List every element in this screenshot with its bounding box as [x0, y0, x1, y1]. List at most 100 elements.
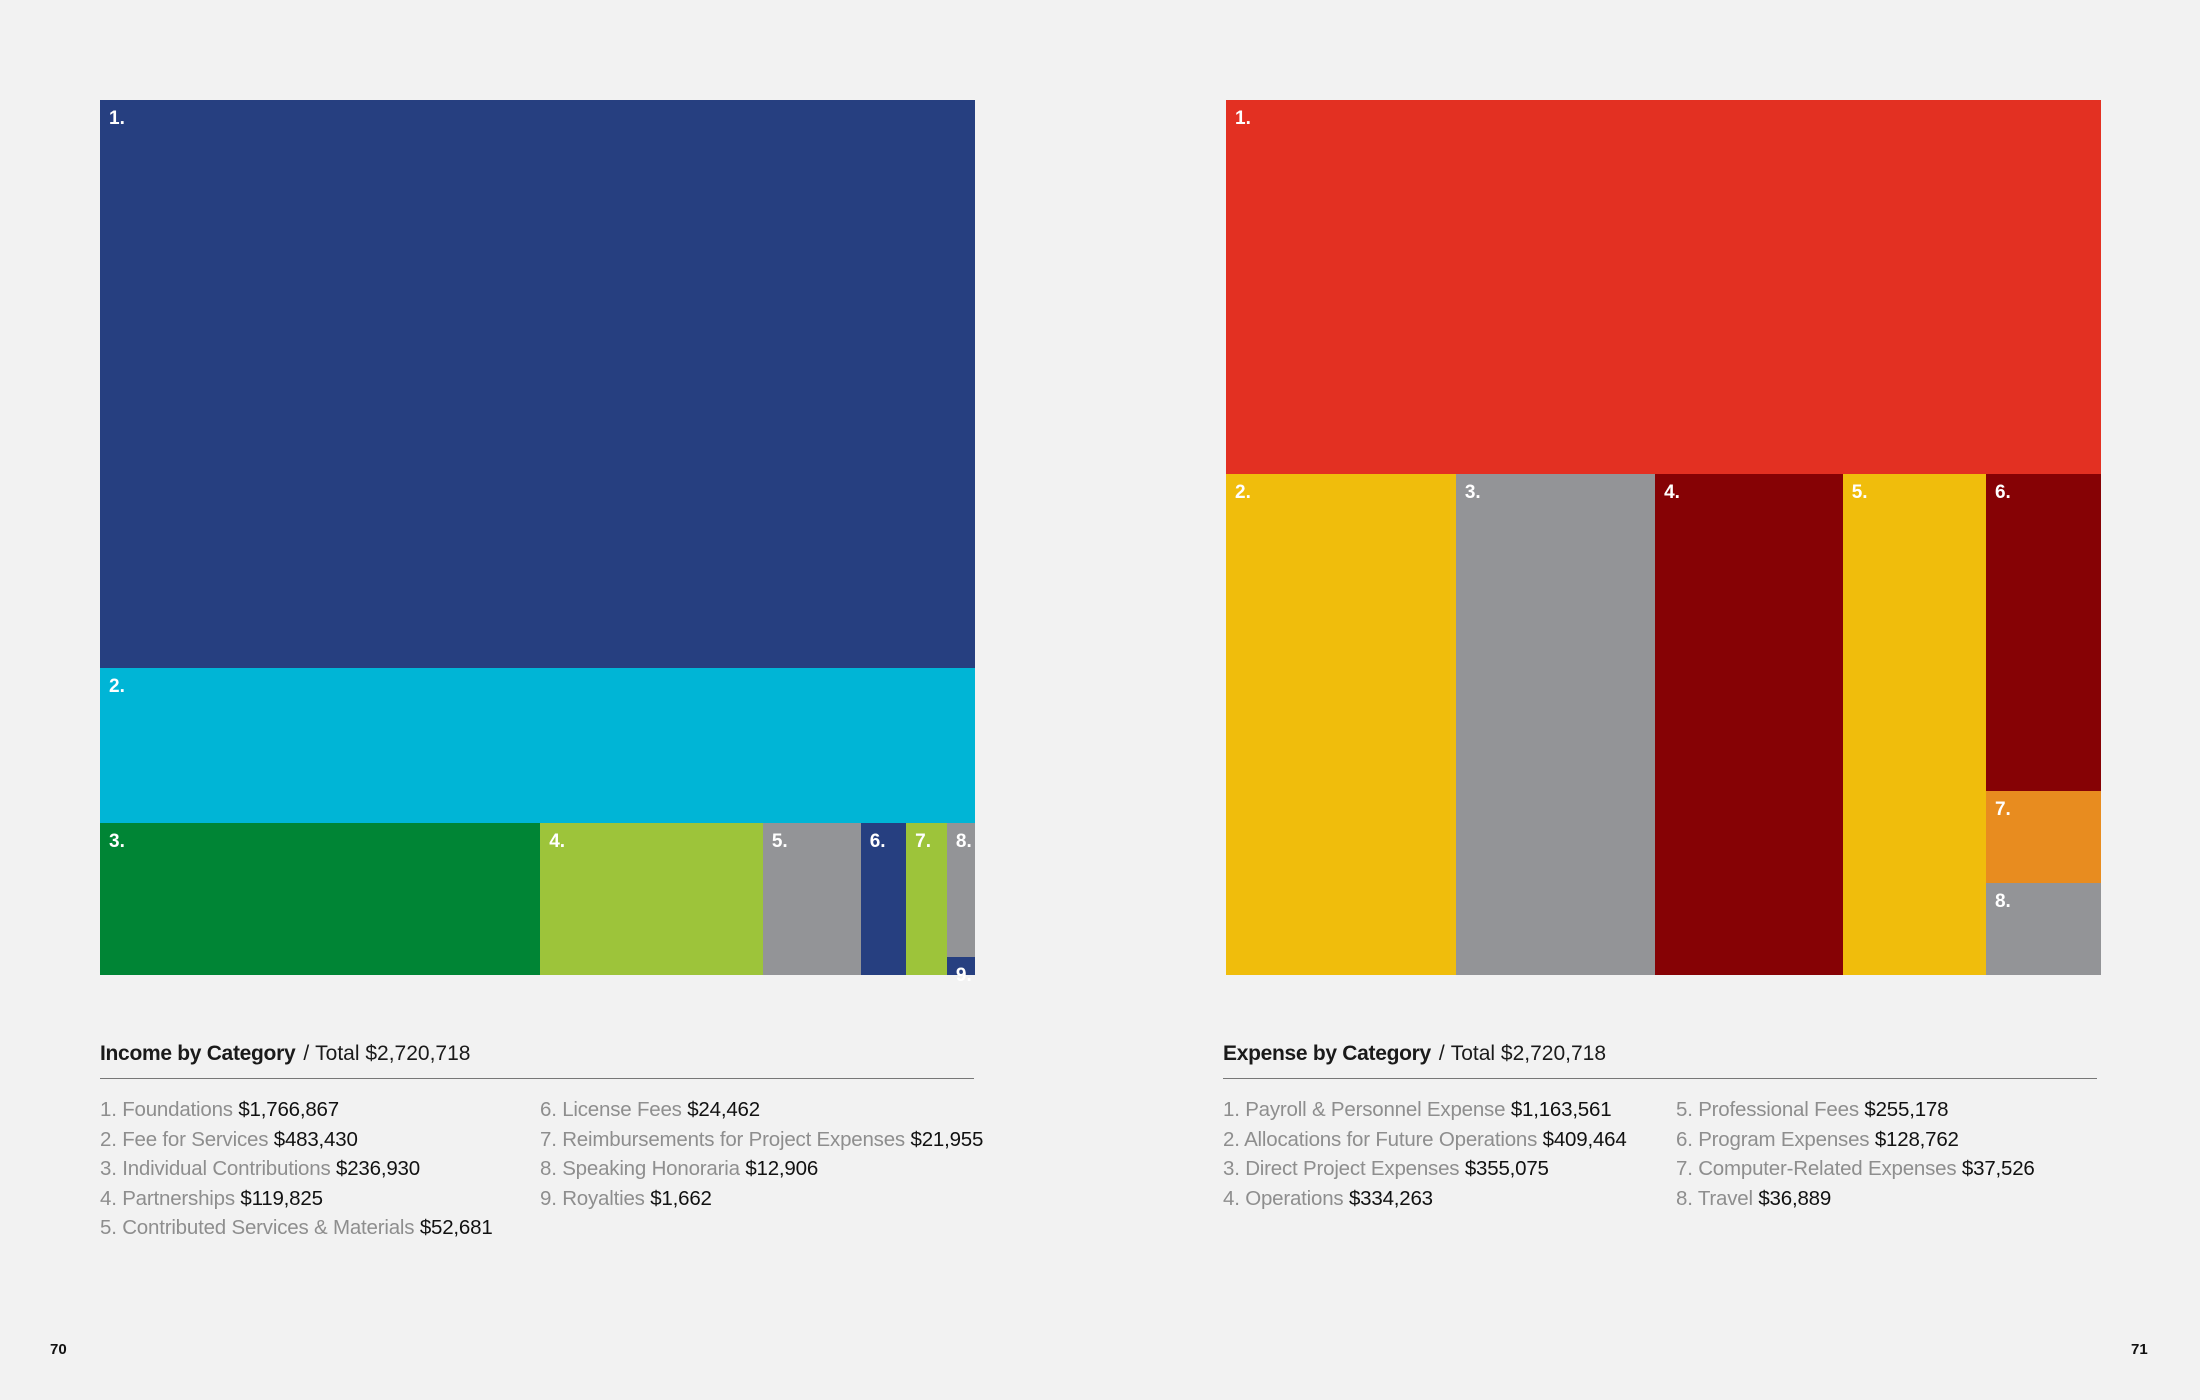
legend-item-number: 8.: [540, 1157, 557, 1180]
legend-item-value: $52,681: [419, 1216, 493, 1239]
tile-label: 9.: [955, 964, 972, 986]
tile-label: 3.: [109, 830, 125, 852]
legend-item-name: Reimbursements for Project Expenses: [562, 1127, 905, 1151]
legend-item: 8. Speaking Honoraria $12,906: [540, 1154, 983, 1184]
legend-item-number: 2.: [1223, 1127, 1240, 1151]
legend-item-value: $255,178: [1864, 1098, 1949, 1121]
legend-item-value: $12,906: [745, 1157, 819, 1180]
legend-item-number: 5.: [100, 1216, 117, 1239]
legend-item-name: Computer-Related Expenses: [1698, 1157, 1957, 1180]
legend-item: 8. Travel $36,889: [1676, 1184, 2035, 1214]
tile-label: 7.: [915, 830, 931, 852]
legend-item: 9. Royalties $1,662: [540, 1184, 983, 1214]
legend-item-value: $21,955: [910, 1127, 984, 1151]
tile-label: 4.: [1664, 481, 1680, 503]
legend-item: 6. License Fees $24,462: [540, 1095, 983, 1125]
tile-label: 6.: [869, 830, 886, 852]
legend-item-number: 9.: [540, 1186, 557, 1210]
legend-item-value: $409,464: [1542, 1127, 1627, 1151]
legend-item-name: License Fees: [562, 1098, 682, 1121]
tile-label: 2.: [109, 675, 125, 697]
legend-item-name: Allocations for Future Operations: [1244, 1127, 1538, 1151]
expense-title: Expense by Category: [1223, 1042, 1431, 1065]
expense-tile-7: 7.: [1985, 790, 2101, 884]
expense-tile-3: 3.: [1455, 473, 1656, 975]
legend-item: 5. Professional Fees $255,178: [1676, 1095, 2035, 1125]
legend-item-value: $355,075: [1464, 1157, 1549, 1180]
legend-item-value: $24,462: [687, 1098, 760, 1121]
income-tile-1: 1.: [100, 100, 975, 669]
legend-item-name: Payroll & Personnel Expense: [1245, 1098, 1506, 1121]
legend-item-number: 4.: [1223, 1186, 1240, 1210]
legend-item-value: $334,263: [1348, 1186, 1433, 1210]
legend-item: 6. Program Expenses $128,762: [1676, 1125, 2035, 1155]
legend-item-name: Operations: [1245, 1186, 1344, 1210]
legend-item-number: 1.: [100, 1098, 117, 1121]
legend-item: 1. Payroll & Personnel Expense $1,163,56…: [1223, 1095, 1627, 1125]
legend-item: 7. Computer-Related Expenses $37,526: [1676, 1154, 2035, 1184]
title-separator: /: [1438, 1042, 1445, 1065]
legend-item-number: 8.: [1676, 1186, 1693, 1210]
expense-tile-6: 6.: [1985, 473, 2101, 792]
tile-label: 1.: [1235, 108, 1251, 129]
legend-item-value: $119,825: [240, 1186, 323, 1210]
title-separator: /: [303, 1042, 310, 1065]
page-number-right: 71: [2131, 1341, 2148, 1358]
legend-item: 7. Reimbursements for Project Expenses $…: [540, 1125, 983, 1155]
legend-item-value: $236,930: [336, 1157, 420, 1180]
income-tile-7: 7.: [906, 822, 948, 975]
legend-item-value: $1,163,561: [1510, 1098, 1612, 1121]
legend-item-value: $36,889: [1758, 1186, 1832, 1210]
income-legend-col-2: 6. License Fees $24,462 7. Reimbursements…: [540, 1095, 983, 1213]
expense-tile-1: 1.: [1226, 100, 2101, 475]
legend-item: 2. Fee for Services $483,430: [100, 1125, 493, 1155]
legend-item: 3. Direct Project Expenses $355,075: [1223, 1154, 1627, 1184]
legend-item-number: 2.: [100, 1127, 117, 1151]
expense-legend-title: Expense by Category / Total $2,720,718: [1223, 1042, 2097, 1079]
legend-item-number: 6.: [1676, 1127, 1693, 1151]
legend-item: 4. Operations $334,263: [1223, 1184, 1627, 1214]
income-tile-8: 8.: [946, 822, 975, 958]
tile-label: 6.: [1994, 481, 2011, 503]
expense-total: Total $2,720,718: [1450, 1042, 1607, 1065]
legend-item-name: Professional Fees: [1698, 1098, 1859, 1121]
page-number-left: 70: [50, 1341, 67, 1358]
legend-item-name: Royalties: [562, 1186, 645, 1210]
legend-item: 2. Allocations for Future Operations $40…: [1223, 1125, 1627, 1155]
tile-label: 8.: [955, 830, 972, 852]
legend-item-value: $1,766,867: [238, 1098, 339, 1121]
expense-tile-5: 5.: [1842, 473, 1987, 975]
legend-item-number: 1.: [1223, 1098, 1240, 1121]
legend-item-name: Speaking Honoraria: [562, 1157, 740, 1180]
tile-label: 5.: [771, 830, 788, 852]
expense-treemap: 1. 2. 3. 4. 5. 6. 7. 8.: [1226, 100, 2101, 975]
income-tile-5: 5.: [762, 822, 862, 975]
tile-label: 7.: [1994, 798, 2011, 820]
income-legend-col-1: 1. Foundations $1,766,867 2. Fee for Serv…: [100, 1095, 493, 1243]
income-tile-3: 3.: [100, 822, 541, 975]
legend-item-name: Fee for Services: [122, 1127, 269, 1151]
legend-item-name: Direct Project Expenses: [1245, 1157, 1460, 1180]
income-tile-2: 2.: [100, 667, 975, 824]
income-total: Total $2,720,718: [315, 1042, 471, 1065]
legend-item-number: 3.: [1223, 1157, 1240, 1180]
tile-label: 4.: [549, 830, 566, 852]
income-legend: Income by Category / Total $2,720,718 1. F…: [100, 1042, 983, 1239]
legend-item-value: $483,430: [273, 1127, 358, 1151]
tile-label: 1.: [109, 108, 125, 129]
expense-tile-2: 2.: [1226, 473, 1457, 975]
legend-item-value: $128,762: [1874, 1127, 1959, 1151]
income-treemap: 1. 2. 3. 4. 5. 6. 7. 8. 9.: [100, 100, 975, 986]
legend-item-name: Partnerships: [122, 1186, 235, 1210]
legend-item-name: Travel: [1697, 1186, 1753, 1210]
legend-item-name: Foundations: [122, 1098, 233, 1121]
legend-item-number: 7.: [1676, 1157, 1693, 1180]
tile-label: 5.: [1851, 481, 1868, 503]
income-tile-9: 9.: [946, 956, 975, 986]
tile-label: 8.: [1994, 891, 2011, 913]
expense-legend-col-2: 5. Professional Fees $255,178 6. Program …: [1676, 1095, 2035, 1213]
legend-item: 4. Partnerships $119,825: [100, 1184, 493, 1214]
income-tile-6: 6.: [860, 822, 907, 975]
income-title: Income by Category: [100, 1042, 296, 1065]
legend-item: 1. Foundations $1,766,867: [100, 1095, 493, 1125]
